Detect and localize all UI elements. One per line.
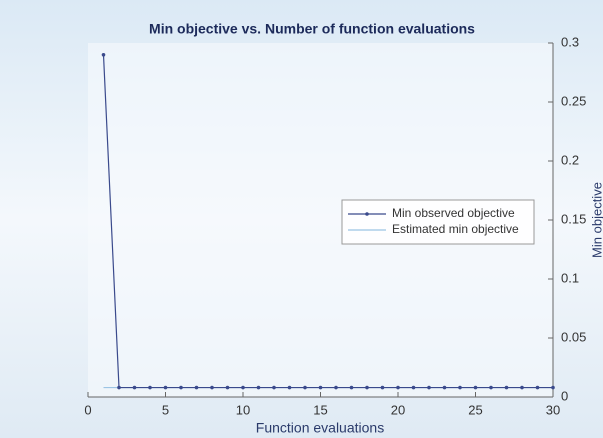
series-marker xyxy=(504,385,509,390)
y-tick-label: 0.1 xyxy=(561,270,579,285)
y-tick-label: 0.15 xyxy=(561,211,586,226)
y-tick-label: 0.05 xyxy=(561,329,586,344)
series-line xyxy=(102,54,553,389)
series-marker xyxy=(225,385,230,390)
series-marker xyxy=(551,385,555,390)
legend-box xyxy=(341,199,535,245)
series-marker xyxy=(194,385,199,390)
x-tick-label: 30 xyxy=(546,402,560,417)
series-marker xyxy=(256,385,261,390)
legend-label: Estimated min objective xyxy=(392,222,519,236)
series-marker xyxy=(241,385,245,390)
series-marker xyxy=(334,385,338,390)
y-tick-label: 0 xyxy=(561,388,568,403)
series-marker xyxy=(411,385,416,390)
x-tick-label: 10 xyxy=(236,402,250,417)
legend-label: Min observed objective xyxy=(392,206,515,220)
series-marker xyxy=(473,385,478,390)
series-marker xyxy=(535,385,540,390)
series-marker xyxy=(520,385,524,390)
series-marker xyxy=(458,385,462,390)
series-marker xyxy=(303,385,307,390)
series-marker xyxy=(427,385,431,390)
chart-title: Min objective vs. Number of function eva… xyxy=(149,21,475,37)
x-tick-label: 25 xyxy=(468,402,482,417)
series-marker xyxy=(210,385,214,390)
series-marker xyxy=(349,385,354,390)
x-tick-label: 0 xyxy=(84,402,91,417)
y-axis-label: Min objective xyxy=(589,182,603,258)
x-tick-label: 5 xyxy=(162,402,169,417)
y-tick-label: 0.25 xyxy=(561,93,586,108)
legend-marker xyxy=(365,212,369,216)
series-marker xyxy=(380,385,385,390)
series-marker xyxy=(396,385,400,390)
y-tick-label: 0.3 xyxy=(561,34,579,49)
series-marker xyxy=(132,385,137,390)
series-marker xyxy=(117,385,121,390)
series-marker xyxy=(179,385,183,390)
y-tick-label: 0.2 xyxy=(561,152,579,167)
series-marker xyxy=(489,385,493,390)
series-marker xyxy=(442,385,447,390)
series-marker xyxy=(287,385,292,390)
x-tick-label: 15 xyxy=(313,402,327,417)
x-tick-label: 20 xyxy=(391,402,405,417)
series-marker xyxy=(163,385,168,390)
series-marker xyxy=(272,385,276,390)
series-marker xyxy=(148,385,152,390)
series-marker xyxy=(365,385,369,390)
series-marker xyxy=(101,53,106,57)
x-axis-label: Function evaluations xyxy=(256,420,384,436)
series-marker xyxy=(318,385,323,390)
